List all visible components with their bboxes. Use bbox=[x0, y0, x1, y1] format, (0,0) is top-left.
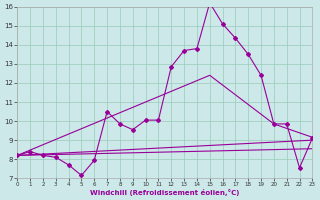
X-axis label: Windchill (Refroidissement éolien,°C): Windchill (Refroidissement éolien,°C) bbox=[90, 189, 240, 196]
